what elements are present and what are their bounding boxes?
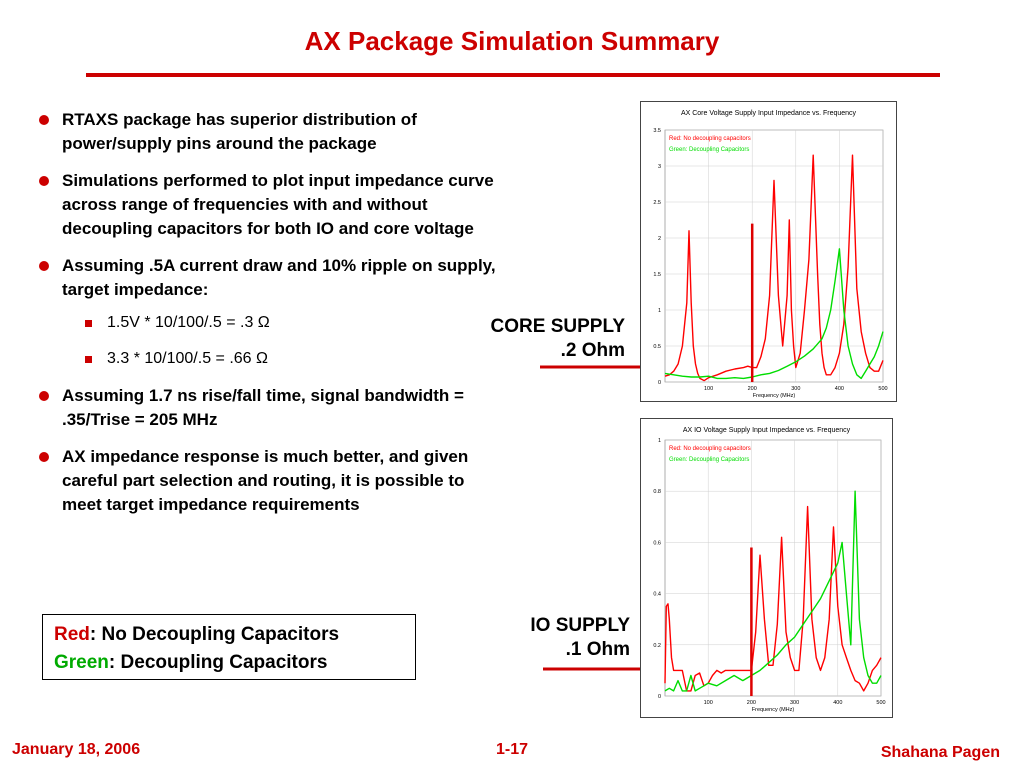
legend-entry: Green: Decoupling Capacitors <box>669 457 749 463</box>
red-series-line <box>664 505 882 692</box>
sub-bullet-item: 3.3 * 10/100/.5 = .66 Ω <box>62 347 508 371</box>
y-tick-label: 0.8 <box>653 489 661 495</box>
bullet-dot-icon <box>39 261 49 271</box>
sub-bullet-text: 3.3 * 10/100/.5 = .66 Ω <box>107 350 268 367</box>
y-tick-label: 3.5 <box>653 128 661 134</box>
y-tick-label: 1.5 <box>653 272 661 278</box>
y-tick-label: 3 <box>658 164 661 170</box>
y-tick-label: 1 <box>658 438 661 444</box>
bullet-item: RTAXS package has superior distribution … <box>38 108 508 156</box>
bullet-dot-icon <box>39 391 49 401</box>
core-supply-label: CORE SUPPLY .2 Ohm <box>430 315 625 363</box>
x-tick-label: 300 <box>790 700 799 706</box>
x-tick-label: 400 <box>835 386 844 392</box>
bullet-text: Simulations performed to plot input impe… <box>62 171 494 238</box>
sub-bullet-list: 1.5V * 10/100/.5 = .3 Ω 3.3 * 10/100/.5 … <box>62 311 508 371</box>
core-chart-frame: AX Core Voltage Supply Input Impedance v… <box>640 101 897 402</box>
y-tick-label: 0 <box>658 694 661 700</box>
sub-bullet-square-icon <box>85 320 92 327</box>
io-supply-label: IO SUPPLY .1 Ohm <box>430 614 630 662</box>
x-tick-label: 100 <box>704 386 713 392</box>
x-tick-label: 200 <box>748 386 757 392</box>
x-tick-label: 500 <box>878 386 887 392</box>
x-tick-label: 400 <box>833 700 842 706</box>
bullet-dot-icon <box>39 115 49 125</box>
x-axis-label: Frequency (MHz) <box>753 393 796 399</box>
chart-title: AX Core Voltage Supply Input Impedance v… <box>681 110 857 117</box>
y-tick-label: 0.5 <box>653 344 661 350</box>
y-tick-label: 2.5 <box>653 200 661 206</box>
slide-title: AX Package Simulation Summary <box>304 26 720 56</box>
legend-entry: Green: Decoupling Capacitors <box>669 147 749 153</box>
color-legend-box: Red: No Decoupling Capacitors Green: Dec… <box>42 614 416 680</box>
core-supply-value: .2 Ohm <box>560 340 625 361</box>
bullet-text: Assuming 1.7 ns rise/fall time, signal b… <box>62 386 464 429</box>
io-chart-frame: AX IO Voltage Supply Input Impedance vs.… <box>640 418 893 718</box>
green-series-line <box>664 490 882 692</box>
bullet-dot-icon <box>39 176 49 186</box>
sub-bullet-text: 1.5V * 10/100/.5 = .3 Ω <box>107 314 270 331</box>
plot-area <box>664 439 882 697</box>
green-series-line <box>664 248 884 380</box>
io-impedance-chart: AX IO Voltage Supply Input Impedance vs.… <box>653 427 885 713</box>
bullet-item: Assuming .5A current draw and 10% ripple… <box>38 254 508 371</box>
bullet-item: Simulations performed to plot input impe… <box>38 169 508 241</box>
y-tick-label: 0 <box>658 380 661 386</box>
legend-green-line: Green: Decoupling Capacitors <box>54 649 415 677</box>
io-supply-title: IO SUPPLY <box>530 615 630 636</box>
bullet-text: Assuming .5A current draw and 10% ripple… <box>62 256 496 299</box>
x-tick-label: 200 <box>747 700 756 706</box>
sub-bullet-item: 1.5V * 10/100/.5 = .3 Ω <box>62 311 508 335</box>
y-tick-label: 0.6 <box>653 540 661 546</box>
y-tick-label: 0.2 <box>653 643 661 649</box>
x-tick-label: 300 <box>791 386 800 392</box>
x-tick-label: 500 <box>876 700 885 706</box>
bullet-text: RTAXS package has superior distribution … <box>62 110 417 153</box>
chart-title: AX IO Voltage Supply Input Impedance vs.… <box>683 427 851 434</box>
y-tick-label: 0.4 <box>653 592 661 598</box>
legend-red-text: : No Decoupling Capacitors <box>89 624 340 645</box>
footer-page-number: 1-17 <box>495 741 529 758</box>
legend-green-word: Green <box>54 652 109 673</box>
io-supply-value: .1 Ohm <box>565 639 630 660</box>
legend-green-text: : Decoupling Capacitors <box>108 652 328 673</box>
x-tick-label: 100 <box>704 700 713 706</box>
sub-bullet-square-icon <box>85 356 92 363</box>
x-axis-label: Frequency (MHz) <box>752 707 795 713</box>
footer-date: January 18, 2006 <box>12 741 141 758</box>
legend-entry: Red: No decoupling capacitors <box>669 136 751 142</box>
y-tick-label: 1 <box>658 308 661 314</box>
title-divider <box>86 73 940 77</box>
core-supply-title: CORE SUPPLY <box>490 316 625 337</box>
bullet-item: AX impedance response is much better, an… <box>38 445 508 517</box>
legend-entry: Red: No decoupling capacitors <box>669 446 751 452</box>
core-impedance-chart: AX Core Voltage Supply Input Impedance v… <box>653 110 887 399</box>
bullet-item: Assuming 1.7 ns rise/fall time, signal b… <box>38 384 508 432</box>
legend-red-word: Red <box>54 624 90 645</box>
footer-author: Shahana Pagen <box>880 744 1000 761</box>
bullet-text: AX impedance response is much better, an… <box>62 447 469 514</box>
legend-red-line: Red: No Decoupling Capacitors <box>54 621 415 649</box>
bullet-dot-icon <box>39 452 49 462</box>
bullet-list: RTAXS package has superior distribution … <box>38 108 508 530</box>
plot-area <box>664 129 884 383</box>
y-tick-label: 2 <box>658 236 661 242</box>
